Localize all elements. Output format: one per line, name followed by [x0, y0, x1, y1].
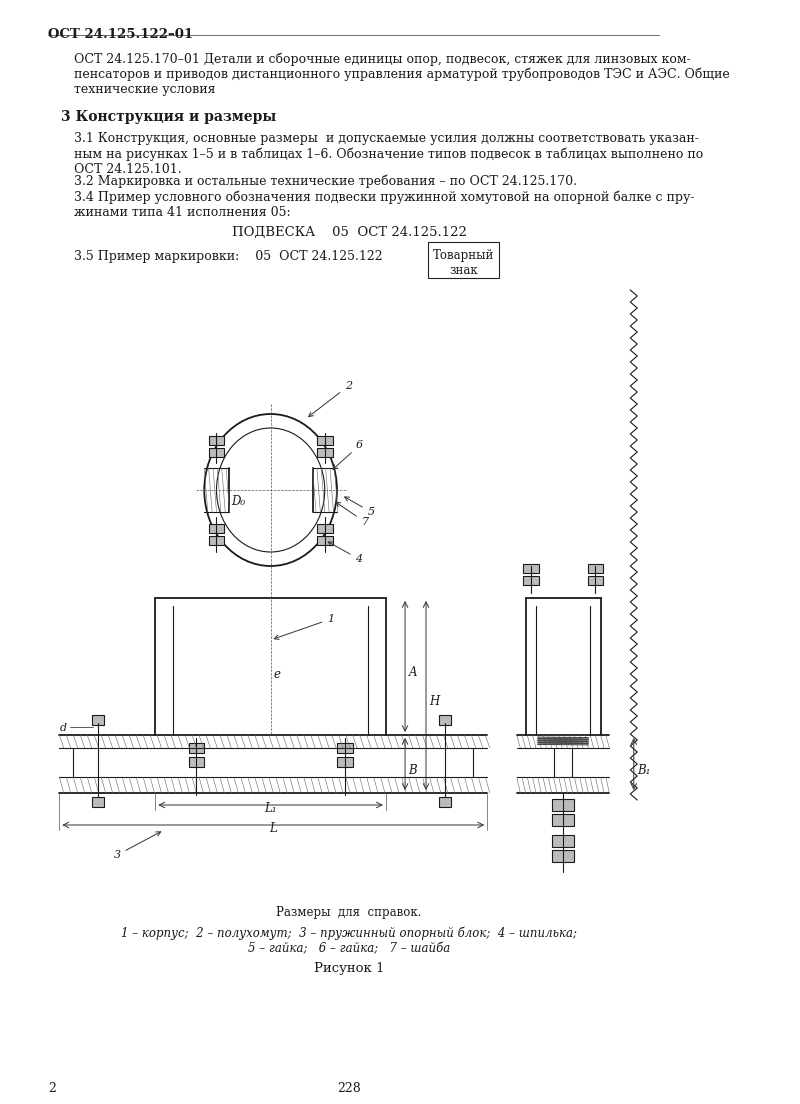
- Bar: [587, 564, 603, 573]
- Bar: [189, 757, 204, 767]
- Text: ПОДВЕСКА    05  ОСТ 24.125.122: ПОДВЕСКА 05 ОСТ 24.125.122: [232, 226, 466, 238]
- Text: A: A: [409, 666, 417, 679]
- Bar: [523, 564, 538, 573]
- Text: L: L: [270, 822, 277, 835]
- Bar: [92, 797, 104, 807]
- Text: Размеры  для  справок.: Размеры для справок.: [277, 906, 422, 919]
- Bar: [317, 436, 333, 445]
- Text: 3: 3: [114, 831, 161, 860]
- Bar: [209, 524, 224, 533]
- Bar: [189, 743, 204, 753]
- Text: 3.5 Пример маркировки:    05  ОСТ 24.125.122: 3.5 Пример маркировки: 05 ОСТ 24.125.122: [74, 250, 383, 263]
- Text: D₀: D₀: [231, 495, 246, 508]
- Text: L₁: L₁: [264, 802, 277, 815]
- FancyBboxPatch shape: [428, 242, 499, 278]
- Text: 4: 4: [328, 542, 362, 564]
- Bar: [209, 448, 224, 457]
- Text: B: B: [409, 764, 417, 777]
- Bar: [552, 850, 574, 862]
- Bar: [209, 436, 224, 445]
- Text: 5 – гайка;   6 – гайка;   7 – шайба: 5 – гайка; 6 – гайка; 7 – шайба: [248, 942, 450, 955]
- Text: 7: 7: [336, 502, 369, 527]
- Bar: [587, 576, 603, 585]
- Text: Товарный
знак: Товарный знак: [433, 250, 494, 277]
- Bar: [92, 715, 104, 725]
- Text: ОСТ 24.125.170–01 Детали и сборочные единицы опор, подвесок, стяжек для линзовых: ОСТ 24.125.170–01 Детали и сборочные еди…: [74, 52, 730, 96]
- Bar: [552, 814, 574, 826]
- Bar: [317, 524, 333, 533]
- Bar: [317, 448, 333, 457]
- Text: 3.4 Пример условного обозначения подвески пружинной хомутовой на опорной балке с: 3.4 Пример условного обозначения подвеск…: [74, 191, 694, 220]
- Text: 1 – корпус;  2 – полухомут;  3 – пружинный опорный блок;  4 – шпилька;: 1 – корпус; 2 – полухомут; 3 – пружинный…: [121, 926, 577, 940]
- Text: e: e: [274, 668, 280, 681]
- Bar: [552, 799, 574, 811]
- Bar: [552, 835, 574, 847]
- Bar: [439, 797, 451, 807]
- Text: 5: 5: [345, 497, 374, 517]
- Text: 3 Конструкция и размеры: 3 Конструкция и размеры: [61, 110, 276, 124]
- Text: 2: 2: [48, 1082, 56, 1095]
- Bar: [337, 743, 353, 753]
- Bar: [337, 757, 353, 767]
- Bar: [523, 576, 538, 585]
- Text: B₁: B₁: [638, 764, 650, 777]
- Text: 2: 2: [309, 381, 352, 416]
- Bar: [439, 715, 451, 725]
- Text: 228: 228: [338, 1082, 361, 1095]
- Text: 3.1 Конструкция, основные размеры  и допускаемые усилия должны соответствовать у: 3.1 Конструкция, основные размеры и допу…: [74, 132, 703, 176]
- Text: ОСТ 24.125.122–01: ОСТ 24.125.122–01: [48, 28, 193, 41]
- Bar: [209, 537, 224, 545]
- Text: d: d: [59, 723, 66, 733]
- Bar: [317, 537, 333, 545]
- Text: H: H: [430, 696, 440, 708]
- Text: 1: 1: [274, 614, 334, 639]
- Text: 6: 6: [333, 440, 363, 469]
- Text: 3.2 Маркировка и остальные технические требования – по ОСТ 24.125.170.: 3.2 Маркировка и остальные технические т…: [74, 174, 578, 188]
- Text: Рисунок 1: Рисунок 1: [314, 962, 385, 975]
